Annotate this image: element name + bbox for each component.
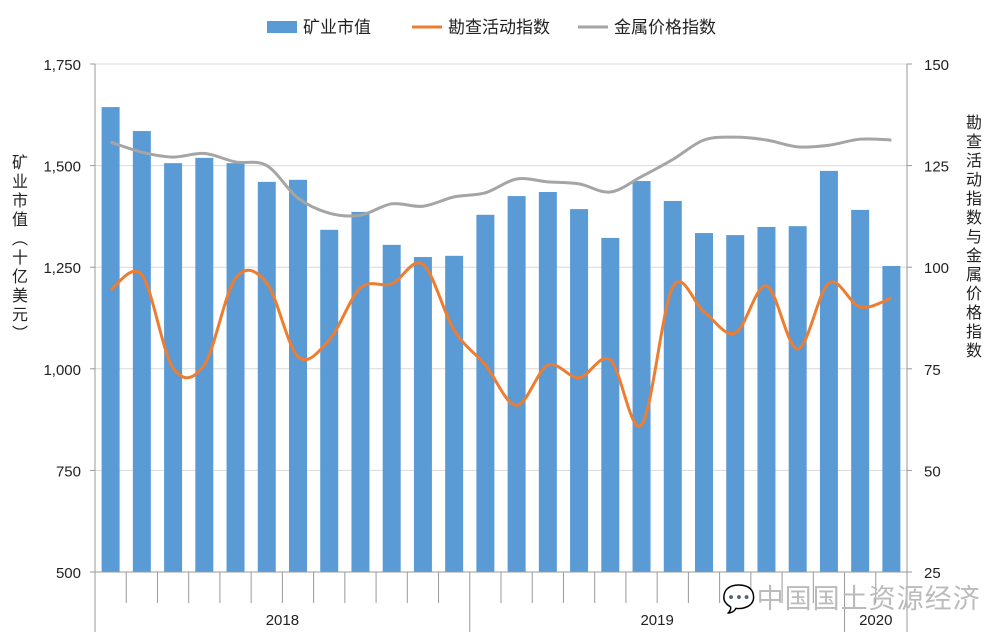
- left-tick-label: 750: [56, 463, 81, 480]
- bar: [663, 200, 682, 573]
- bar: [632, 181, 651, 572]
- bar: [851, 209, 870, 573]
- bar: [382, 244, 401, 572]
- bar: [538, 192, 557, 573]
- left-tick-label: 1,500: [43, 159, 81, 176]
- left-axis-title: 矿业市值︵十亿美元︶: [12, 154, 28, 343]
- bar: [507, 196, 526, 572]
- x-group-label: 2019: [640, 612, 673, 629]
- x-group-label: 2018: [266, 612, 299, 629]
- legend-label: 矿业市值: [303, 18, 371, 37]
- legend-swatch-bar: [267, 21, 297, 33]
- left-tick-label: 1,000: [43, 362, 81, 379]
- bar: [351, 211, 370, 572]
- bar: [320, 229, 339, 572]
- bar: [226, 163, 245, 572]
- bar: [726, 235, 745, 572]
- right-tick-label: 25: [924, 565, 941, 582]
- bar: [882, 265, 901, 572]
- bar: [601, 237, 620, 572]
- legend-label: 勘查活动指数: [448, 18, 550, 37]
- bar: [476, 214, 495, 572]
- bar: [101, 107, 120, 572]
- bar: [788, 226, 807, 572]
- bar: [257, 181, 276, 572]
- bar: [289, 179, 307, 572]
- right-tick-label: 150: [924, 57, 949, 74]
- x-group-label: 2020: [859, 612, 892, 629]
- legend-label: 金属价格指数: [614, 18, 716, 37]
- bar: [132, 131, 151, 572]
- left-tick-label: 500: [56, 565, 81, 582]
- bar: [695, 233, 713, 573]
- bar: [757, 226, 776, 572]
- right-tick-label: 75: [924, 362, 941, 379]
- wechat-icon: 💬: [722, 584, 757, 615]
- watermark: 💬中国国土资源经济: [722, 584, 981, 615]
- bar: [445, 255, 464, 572]
- bar: [570, 209, 589, 573]
- right-axis-title: 勘查活动指数与金属价格指数: [966, 114, 982, 360]
- bar: [819, 170, 838, 573]
- right-tick-label: 50: [924, 463, 941, 480]
- right-tick-label: 125: [924, 159, 949, 176]
- left-tick-label: 1,250: [43, 260, 81, 277]
- left-tick-label: 1,750: [43, 57, 81, 74]
- line-series-metal-price: [110, 135, 892, 218]
- right-tick-label: 100: [924, 260, 949, 277]
- bar: [413, 257, 432, 572]
